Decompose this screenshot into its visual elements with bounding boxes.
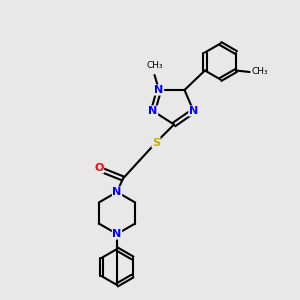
Text: CH₃: CH₃ xyxy=(251,68,268,76)
Text: N: N xyxy=(148,106,158,116)
Text: N: N xyxy=(112,229,122,239)
Text: N: N xyxy=(154,85,164,95)
Text: N: N xyxy=(112,187,122,197)
Text: O: O xyxy=(94,163,104,173)
Text: N: N xyxy=(189,106,198,116)
Text: S: S xyxy=(152,137,160,148)
Text: CH₃: CH₃ xyxy=(146,61,163,70)
